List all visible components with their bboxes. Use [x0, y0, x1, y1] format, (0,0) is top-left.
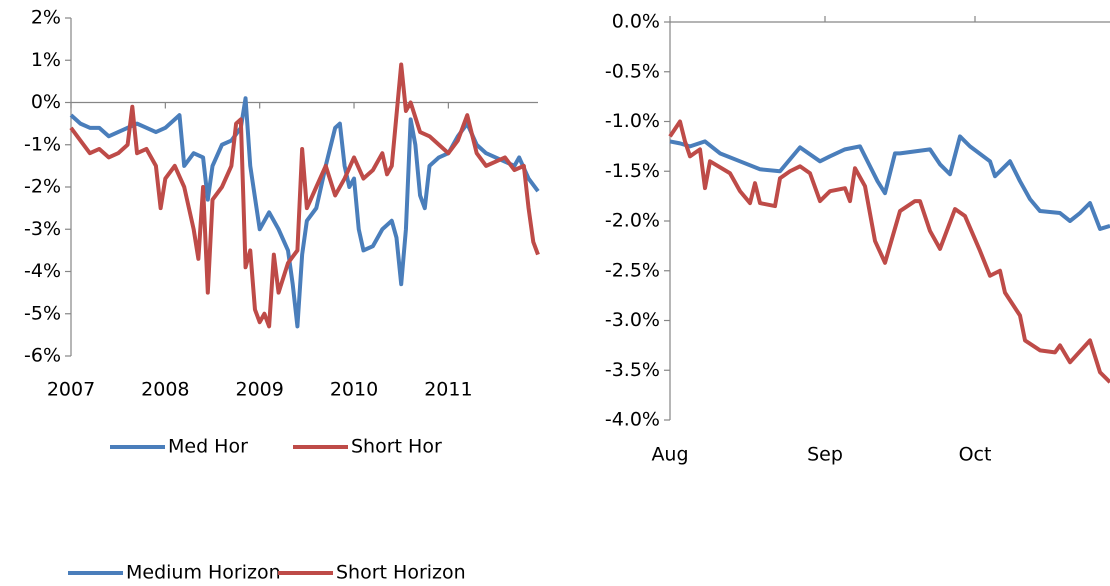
y-tick-label: -4.0% — [605, 409, 660, 431]
series-line — [69, 96, 540, 329]
x-tick-label: 2007 — [47, 379, 95, 401]
x-tick-label: 2009 — [236, 379, 284, 401]
y-tick-label: 0% — [31, 91, 61, 113]
y-tick-label: -2.5% — [605, 259, 660, 281]
x-tick-label: 2011 — [424, 379, 472, 401]
legend-label: Med Hor — [168, 436, 248, 458]
y-tick-label: -4% — [24, 260, 61, 282]
y-tick-label: -0.5% — [605, 60, 660, 82]
legend-label: Short Horizon — [336, 562, 466, 584]
series-line — [669, 134, 1110, 231]
x-tick-label: Sep — [807, 444, 843, 466]
x-tick-label: Oct — [959, 444, 992, 466]
x-tick-label: 2008 — [141, 379, 189, 401]
y-tick-label: 2% — [31, 7, 61, 29]
series-line — [69, 62, 540, 329]
x-tick-label: 2010 — [330, 379, 378, 401]
series-line — [668, 119, 1110, 384]
legend-label: Short Hor — [351, 436, 442, 458]
y-tick-label: 0.0% — [612, 11, 660, 33]
y-tick-label: -3.5% — [605, 359, 660, 381]
y-tick-label: -1% — [24, 133, 61, 155]
legend-label: Medium Horizon — [126, 562, 281, 584]
y-tick-label: -5% — [24, 302, 61, 324]
x-tick-label: Aug — [651, 444, 688, 466]
plot — [65, 17, 540, 357]
y-tick-label: 1% — [31, 49, 61, 71]
y-tick-label: -1.5% — [605, 160, 660, 182]
y-tick-label: -3.0% — [605, 309, 660, 331]
plot — [664, 16, 1110, 421]
y-tick-label: -6% — [24, 345, 61, 367]
y-tick-label: -3% — [24, 218, 61, 240]
y-tick-label: -2.0% — [605, 210, 660, 232]
y-tick-label: -1.0% — [605, 110, 660, 132]
y-tick-label: -2% — [24, 176, 61, 198]
